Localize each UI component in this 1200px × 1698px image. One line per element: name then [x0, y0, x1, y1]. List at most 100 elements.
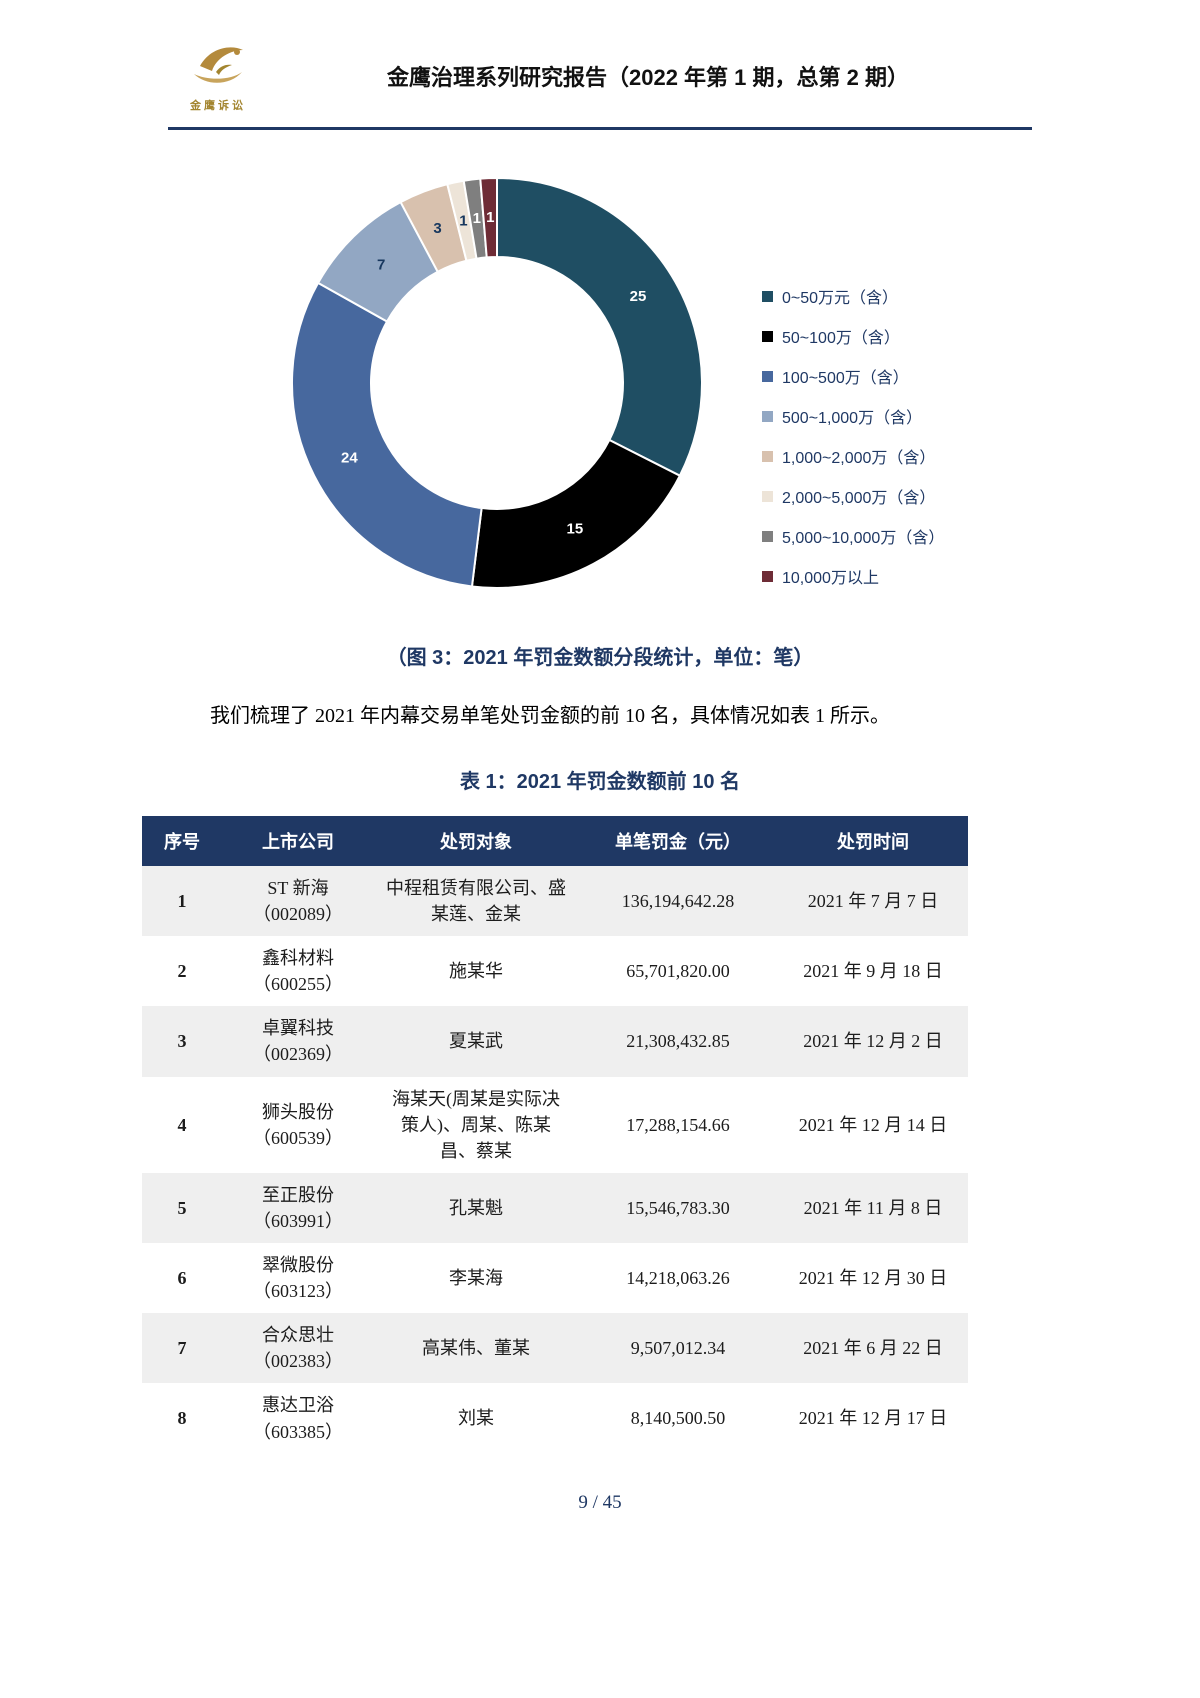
- legend-item: 500~1,000万（含）: [762, 406, 944, 427]
- legend-marker-icon: [762, 450, 773, 462]
- cell-fine-amount: 21,308,432.85: [626, 1031, 730, 1052]
- cell-target: 李某海: [449, 1268, 503, 1289]
- legend-marker-icon: [762, 370, 773, 382]
- cell-company: 鑫科材料 （600255）: [253, 948, 343, 995]
- col-header-date: 处罚时间: [778, 816, 968, 866]
- cell-index: 8: [177, 1408, 187, 1429]
- cell-fine-amount: 9,507,012.34: [630, 1338, 726, 1359]
- legend-item: 2,000~5,000万（含）: [762, 486, 944, 507]
- cell-penalty-date: 2021 年 12 月 17 日: [798, 1408, 948, 1429]
- cell-index: 3: [177, 1031, 187, 1052]
- col-header-fine: 单笔罚金（元）: [578, 816, 778, 866]
- table-row: 5 至正股份 （603991） 孔某魁 15,546,783.30 2021 年 11 月…: [142, 1172, 968, 1244]
- cell-company: ST 新海 （002089）: [253, 878, 343, 925]
- cell-index: 6: [177, 1268, 187, 1289]
- col-header-target: 处罚对象: [374, 816, 578, 866]
- page-header: 金鹰诉讼 金鹰治理系列研究报告（2022 年第 1 期，总第 2 期）: [170, 38, 1030, 113]
- table-body: 1 ST 新海 （002089） 中程租赁有限公司、盛某莲、金某 136,194,642…: [142, 866, 968, 1454]
- legend-item: 0~50万元（含）: [762, 286, 944, 307]
- legend-item: 10,000万以上: [762, 566, 944, 587]
- table-row: 1 ST 新海 （002089） 中程租赁有限公司、盛某莲、金某 136,194,642…: [142, 866, 968, 937]
- cell-fine-amount: 8,140,500.50: [630, 1408, 726, 1429]
- cell-penalty-date: 2021 年 7 月 7 日: [807, 891, 939, 912]
- slice-value-label: 3: [433, 220, 441, 237]
- cell-fine-amount: 136,194,642.28: [621, 891, 735, 912]
- table-row: 7 合众思壮 （002383） 高某伟、董某 9,507,012.34 2021 年 6 …: [142, 1313, 968, 1384]
- table-row: 8 惠达卫浴 （603385） 刘某 8,140,500.50 2021 年 12 月 1…: [142, 1383, 968, 1453]
- cell-penalty-date: 2021 年 12 月 2 日: [803, 1031, 943, 1052]
- table-row: 6 翠微股份 （603123） 李某海 14,218,063.26 2021 年 12 月…: [142, 1243, 968, 1313]
- cell-penalty-date: 2021 年 12 月 14 日: [798, 1114, 948, 1135]
- fines-table: 序号 上市公司 处罚对象 单笔罚金（元） 处罚时间 1 ST 新海 （002089）…: [142, 816, 968, 1454]
- cell-company: 合众思壮 （002383）: [253, 1325, 343, 1372]
- legend-label: 1,000~2,000万（含）: [782, 450, 936, 467]
- cell-company: 卓翼科技 （002369）: [253, 1018, 343, 1065]
- logo-text: 金鹰诉讼: [190, 100, 246, 112]
- header-divider: [168, 127, 1032, 130]
- legend-item: 5,000~10,000万（含）: [762, 526, 945, 547]
- donut-slice: [470, 438, 682, 589]
- cell-company: 翠微股份 （603123）: [253, 1255, 343, 1302]
- legend-marker-icon: [762, 490, 773, 502]
- cell-company: 至正股份 （603991）: [253, 1184, 343, 1231]
- slice-value-label: 15: [566, 521, 583, 538]
- legend-marker-icon: [762, 330, 773, 342]
- cell-target: 高某伟、董某: [422, 1338, 530, 1359]
- legend-marker-icon: [762, 570, 773, 582]
- donut-slice: [496, 176, 703, 478]
- cell-index: 5: [177, 1197, 187, 1218]
- legend-label: 0~50万元（含）: [782, 290, 899, 307]
- slice-value-label: 24: [341, 449, 358, 466]
- legend-marker-icon: [762, 290, 773, 302]
- donut-slice: [291, 281, 483, 588]
- cell-fine-amount: 65,701,820.00: [626, 961, 730, 982]
- legend-label: 5,000~10,000万（含）: [782, 530, 945, 547]
- slice-value-label: 1: [459, 212, 467, 229]
- table-title: 表 1：2021 年罚金数额前 10 名: [459, 771, 741, 793]
- table-header: 序号 上市公司 处罚对象 单笔罚金（元） 处罚时间: [142, 816, 968, 866]
- legend-item: 100~500万（含）: [762, 366, 944, 387]
- legend-label: 2,000~5,000万（含）: [782, 490, 936, 507]
- cell-index: 1: [177, 891, 187, 912]
- table-row: 4 狮头股份 （600539） 海某天(周某是实际决策人)、周某、陈某昌、蔡某 17,2…: [142, 1077, 968, 1173]
- legend-label: 50~100万（含）: [782, 330, 900, 347]
- cell-target: 施某华: [449, 961, 503, 982]
- legend-label: 100~500万（含）: [782, 370, 909, 387]
- body-paragraph: 我们梳理了 2021 年内幕交易单笔处罚金额的前 10 名，具体情况如表 1 所…: [210, 705, 890, 727]
- cell-penalty-date: 2021 年 9 月 18 日: [803, 961, 943, 982]
- fine-distribution-chart: 25 15 24 7 3 1 1 1 0~50万元（含） 50~100万（含） 100~500万（…: [0, 130, 1200, 625]
- cell-target: 夏某武: [449, 1031, 503, 1052]
- cell-company: 惠达卫浴 （603385）: [253, 1395, 343, 1442]
- cell-company: 狮头股份 （600539）: [253, 1101, 343, 1148]
- cell-index: 7: [177, 1338, 187, 1359]
- page-number: 9 / 45: [578, 1492, 622, 1513]
- slice-value-label: 7: [377, 256, 385, 273]
- cell-target: 海某天(周某是实际决策人)、周某、陈某昌、蔡某: [392, 1088, 560, 1161]
- cell-penalty-date: 2021 年 11 月 8 日: [803, 1197, 943, 1218]
- legend-item: 50~100万（含）: [762, 326, 944, 347]
- chart-legend: 0~50万元（含） 50~100万（含） 100~500万（含） 500~1,000万…: [762, 286, 944, 606]
- cell-target: 中程租赁有限公司、盛某莲、金某: [386, 878, 566, 925]
- cell-penalty-date: 2021 年 12 月 30 日: [798, 1268, 948, 1289]
- cell-fine-amount: 17,288,154.66: [626, 1114, 730, 1135]
- table-row: 2 鑫科材料 （600255） 施某华 65,701,820.00 2021 年 9 月 …: [142, 936, 968, 1006]
- slice-value-label: 1: [486, 209, 494, 226]
- legend-item: 1,000~2,000万（含）: [762, 446, 944, 467]
- cell-fine-amount: 14,218,063.26: [626, 1268, 730, 1289]
- slice-value-label: 1: [473, 210, 481, 227]
- logo: 金鹰诉讼: [170, 38, 266, 113]
- table-row: 3 卓翼科技 （002369） 夏某武 21,308,432.85 2021 年 12 月…: [142, 1006, 968, 1077]
- col-header-index: 序号: [142, 816, 222, 866]
- cell-target: 孔某魁: [449, 1197, 503, 1218]
- report-title: 金鹰治理系列研究报告（2022 年第 1 期，总第 2 期）: [387, 64, 909, 90]
- cell-index: 4: [177, 1114, 187, 1135]
- legend-marker-icon: [762, 410, 773, 422]
- cell-target: 刘某: [458, 1408, 494, 1429]
- figure-caption: （图 3：2021 年罚金数额分段统计，单位：笔）: [386, 647, 814, 669]
- col-header-company: 上市公司: [222, 816, 374, 866]
- cell-index: 2: [177, 961, 187, 982]
- legend-label: 10,000万以上: [782, 570, 879, 587]
- legend-marker-icon: [762, 530, 773, 542]
